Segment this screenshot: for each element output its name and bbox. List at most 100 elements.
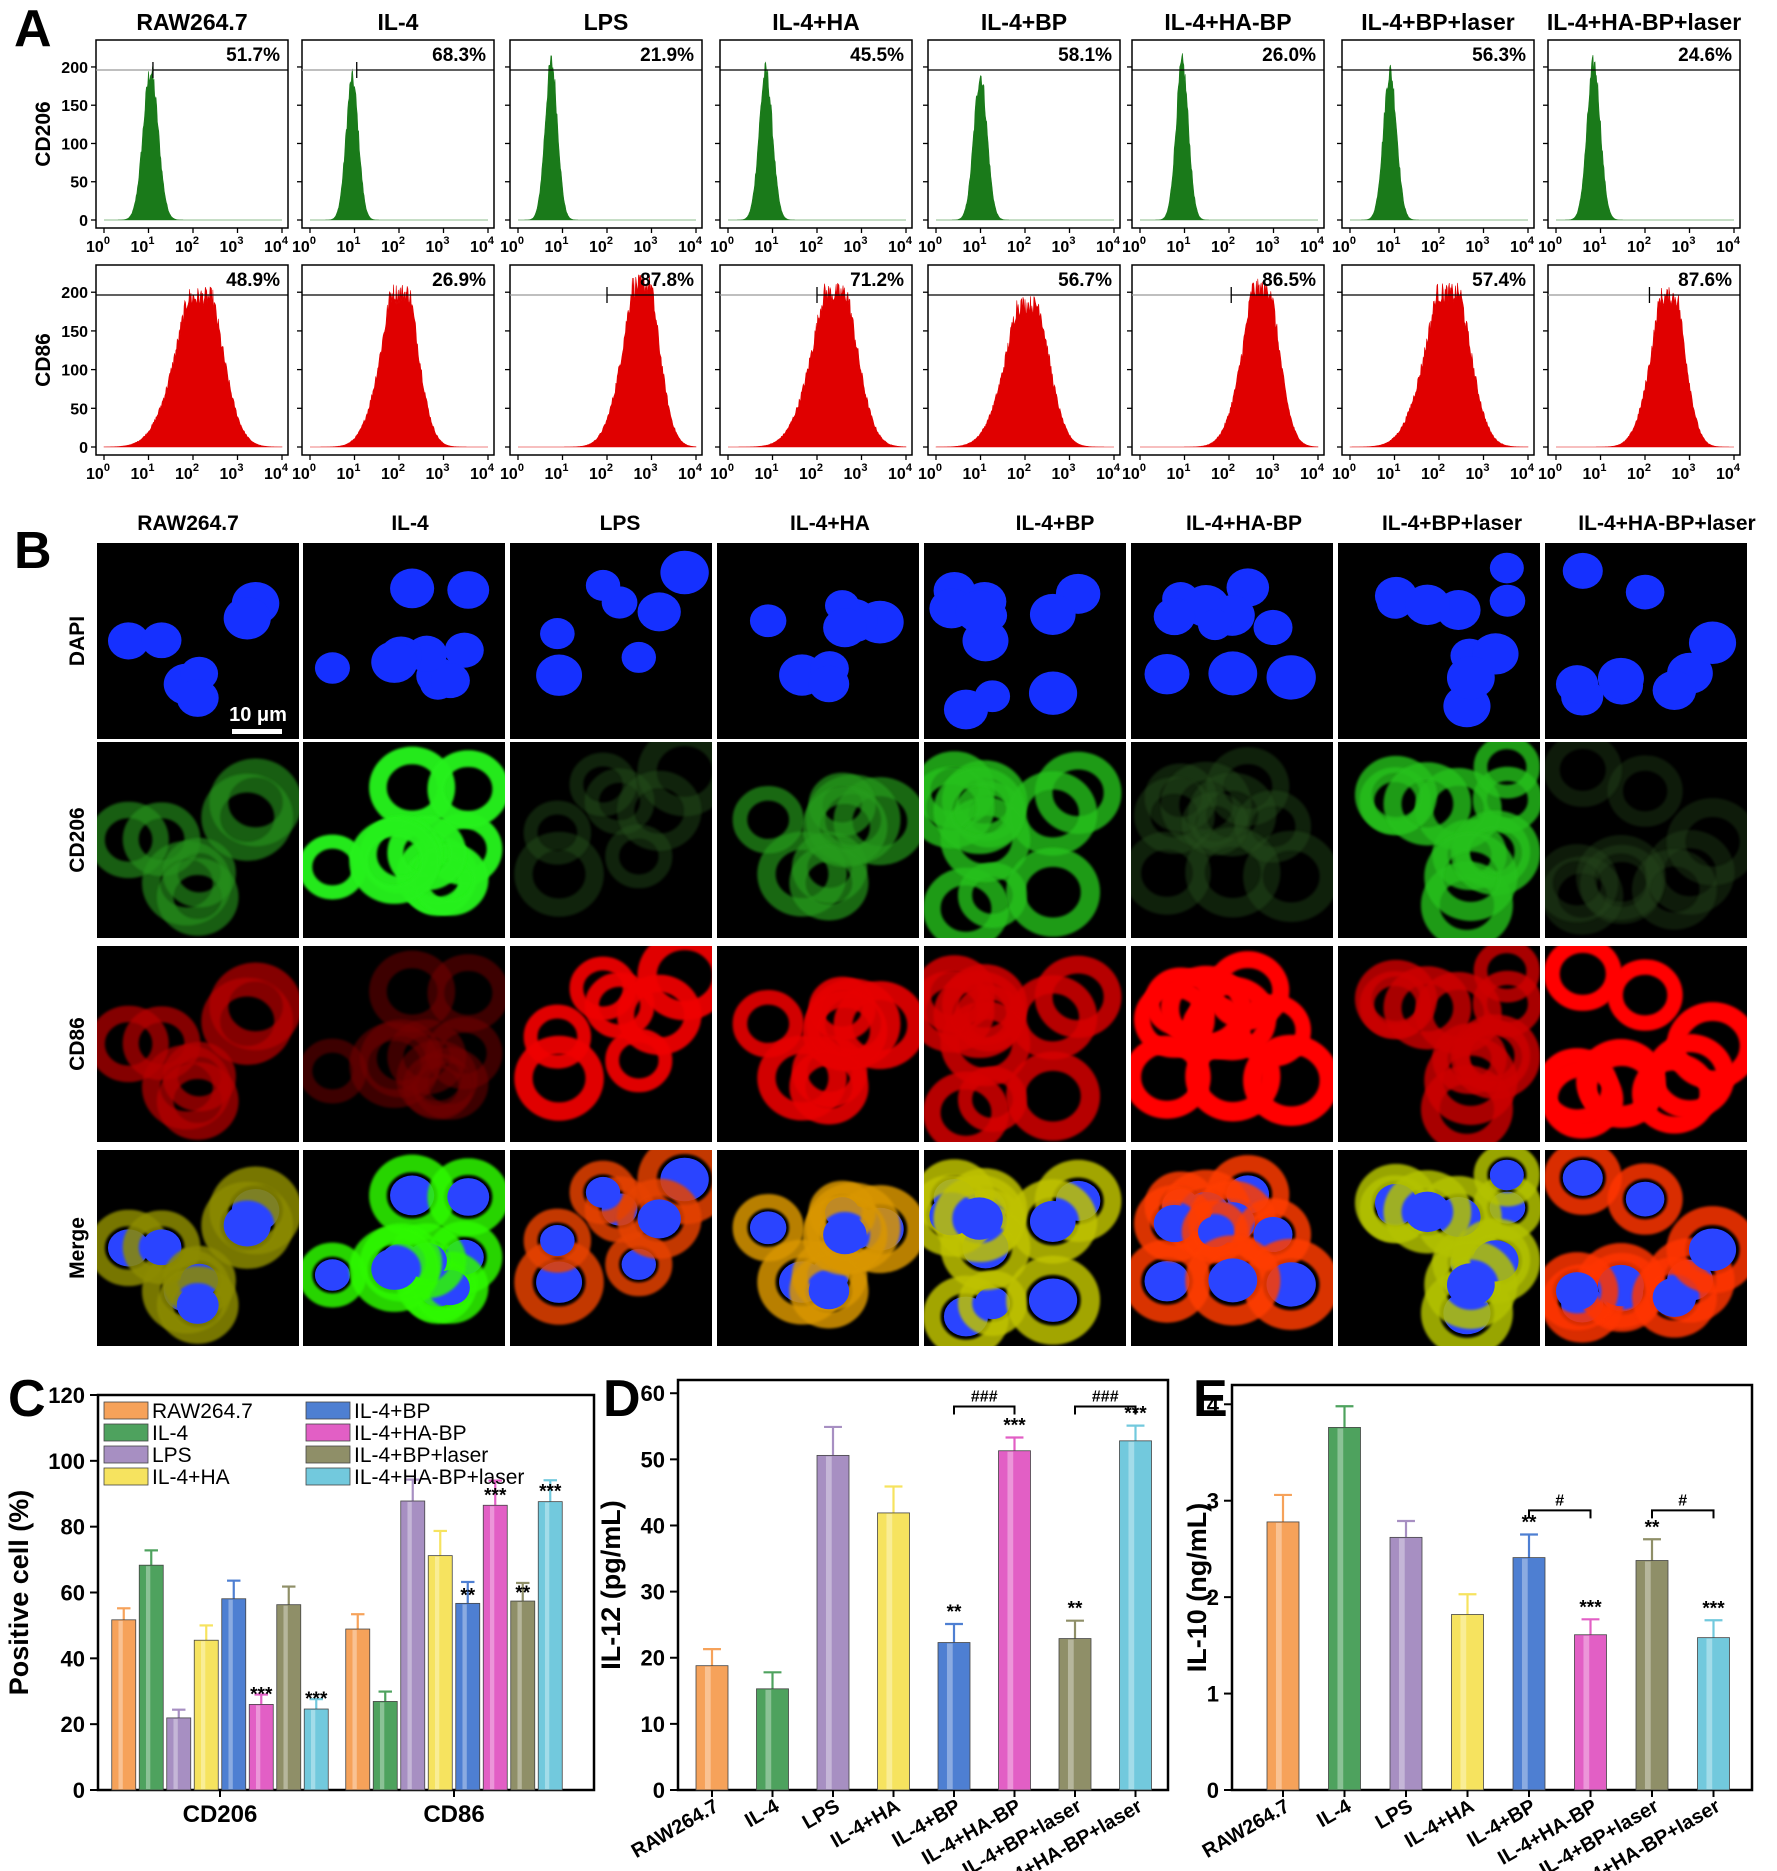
legend-swatch: [305, 1467, 351, 1486]
nucleus-merge: [176, 1286, 219, 1324]
tick-exponent: 0: [1350, 235, 1356, 247]
panel-a-flow-cytometry: A RAW264.7 IL-4 LPS IL-4+HA IL-4+BP IL-4+HA-BP…: [14, 0, 1741, 483]
tick-exponent: 0: [728, 235, 734, 247]
gate-percentage: 86.5%: [1262, 270, 1316, 291]
panel-b-confocal-images: B RAW264.7 IL-4 LPS IL-4+HA IL-4+BP IL-4+HA-BP…: [14, 512, 1756, 1346]
tick-base: 10: [888, 466, 906, 483]
cytoplasm-cd206: [156, 858, 239, 936]
histogram-fill: [936, 75, 1114, 221]
tick-exponent: 4: [906, 462, 913, 474]
x-tick-label: 100: [292, 235, 316, 256]
x-tick-label: 100: [1538, 235, 1562, 256]
flow-column-title: IL-4+HA: [772, 9, 860, 35]
tick-base: 10: [1716, 239, 1734, 256]
micrograph-tile: [1338, 543, 1540, 739]
x-tick-label: 100: [1122, 462, 1146, 483]
cytoplasm-cd86: [523, 1004, 592, 1069]
nucleus-merge: [1688, 1228, 1737, 1272]
gate-percentage: 58.1%: [1058, 45, 1112, 66]
x-tick-label: 102: [799, 235, 823, 256]
micrograph-tile: [1338, 1150, 1540, 1346]
tick-base: 10: [1122, 466, 1140, 483]
nucleus: [637, 592, 681, 632]
nucleus: [1208, 651, 1258, 696]
cells: [303, 1154, 505, 1324]
bar-highlight: [825, 1456, 832, 1789]
y-tick-label: 150: [61, 98, 88, 115]
tick-base: 10: [337, 239, 355, 256]
y-axis-label: IL-10 (ng/mL): [1182, 1503, 1212, 1673]
x-tick-label: 103: [220, 235, 244, 256]
tick-base: 10: [264, 466, 282, 483]
nucleus: [1562, 552, 1603, 589]
cytoplasm-merge: [1545, 1252, 1619, 1331]
micrograph-tile: [303, 946, 505, 1142]
bar: [1697, 1637, 1730, 1791]
bar-highlight: [1067, 1639, 1074, 1789]
tick-exponent: 2: [1645, 235, 1651, 247]
plot-frame: [1131, 39, 1325, 229]
nucleus: [1446, 656, 1495, 700]
tick-exponent: 4: [696, 235, 703, 247]
micrograph-background: [1131, 543, 1333, 739]
bar: [166, 1717, 192, 1791]
tick-base: 10: [963, 239, 981, 256]
flow-row-label: CD206: [32, 101, 55, 166]
tick-exponent: 0: [518, 235, 524, 247]
tick-exponent: 4: [282, 462, 289, 474]
tick-base: 10: [1256, 239, 1274, 256]
cytoplasm-cd206: [1666, 798, 1747, 886]
y-tick-label: 200: [61, 60, 88, 77]
cytoplasm-cd206: [802, 786, 888, 867]
x-tick-label: 101: [131, 235, 155, 256]
tick-exponent: 4: [282, 235, 289, 247]
tick-base: 10: [500, 466, 518, 483]
bar: [510, 1600, 536, 1791]
cells: [514, 742, 712, 917]
histogram-fill: [935, 296, 1114, 448]
cytoplasm-cd86: [156, 1062, 239, 1140]
micrograph-tile: [1545, 742, 1747, 938]
bar-highlight: [1521, 1558, 1528, 1789]
tick-base: 10: [634, 239, 652, 256]
nucleus: [1404, 584, 1450, 626]
bar-highlight: [434, 1556, 440, 1789]
nucleus-merge: [371, 1248, 418, 1290]
image-column-title: IL-4: [391, 512, 429, 535]
bar: [877, 1512, 910, 1791]
bar-highlight: [462, 1604, 467, 1789]
x-tick-label: 102: [1007, 462, 1031, 483]
significance-marker: ***: [484, 1485, 507, 1506]
plot-frame: [301, 39, 495, 229]
tick-exponent: 1: [148, 462, 154, 474]
tick-exponent: 1: [354, 462, 360, 474]
significance-marker: **: [1645, 1517, 1660, 1538]
cells: [97, 1166, 299, 1344]
x-tick-label: 102: [1421, 235, 1445, 256]
cytoplasm-merge: [427, 1158, 505, 1236]
cytoplasm-cd206: [1383, 762, 1472, 846]
tick-exponent: 3: [1273, 235, 1279, 247]
x-tick-label: 102: [1627, 462, 1651, 483]
x-tick-label: 102: [1007, 235, 1031, 256]
tick-exponent: 0: [518, 462, 524, 474]
tick-base: 10: [1096, 239, 1114, 256]
nucleus-merge: [536, 1261, 583, 1303]
x-category-label: IL-4+HA: [827, 1795, 904, 1852]
micrograph-tile: [717, 543, 919, 739]
bar-highlight: [145, 1566, 151, 1789]
nucleus-merge: [390, 1175, 435, 1216]
y-tick-label: 0: [1207, 1778, 1219, 1803]
x-tick-label: 104: [470, 462, 495, 483]
x-tick-label: 100: [500, 462, 524, 483]
nucleus: [107, 622, 150, 660]
tick-exponent: 0: [310, 462, 316, 474]
x-tick-label: 103: [1466, 462, 1490, 483]
significance-marker: ***: [1702, 1598, 1725, 1619]
nucleus: [141, 622, 182, 659]
tick-exponent: 3: [861, 462, 867, 474]
cells: [1545, 742, 1747, 935]
